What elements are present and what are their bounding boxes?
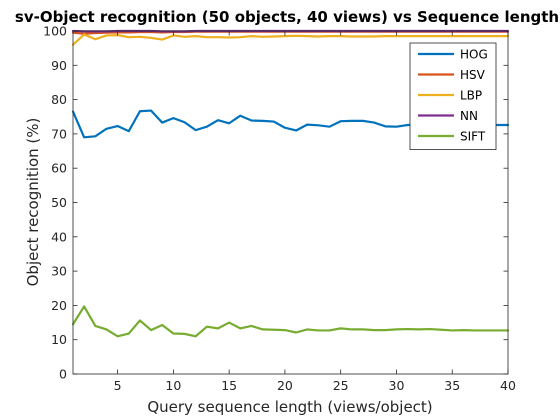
legend-label-sift: SIFT (460, 130, 486, 144)
x-tick-label: 15 (221, 378, 237, 393)
y-tick-label: 100 (43, 24, 67, 39)
legend-label-lbp: LBP (460, 89, 482, 103)
y-tick-label: 80 (51, 92, 67, 107)
y-tick-label: 70 (51, 126, 67, 141)
series-line-lbp (71, 33, 510, 46)
legend: HOG HSV LBP NN SIFT (409, 42, 497, 150)
y-tick-label: 0 (59, 367, 67, 382)
y-tick-label: 90 (51, 58, 67, 73)
y-tick-label: 20 (51, 298, 67, 313)
legend-label-hsv: HSV (460, 68, 486, 82)
x-tick-label: 10 (165, 378, 181, 393)
legend-label-nn: NN (460, 109, 478, 123)
legend-label-hog: HOG (460, 48, 488, 62)
y-tick-label: 40 (51, 229, 67, 244)
x-axis-label: Query sequence length (views/object) (147, 398, 432, 416)
x-tick-label: 5 (114, 378, 122, 393)
y-tick-label: 10 (51, 332, 67, 347)
legend-box (409, 42, 497, 150)
y-tick-label: 50 (51, 195, 67, 210)
x-tick-label: 35 (444, 378, 460, 393)
axes-layer: 5 10 15 20 25 30 35 40 0 10 20 30 40 50 60 70 80 90 100 (43, 24, 516, 394)
y-axis-label: Object recognition (%) (24, 118, 42, 287)
x-tick-label: 20 (277, 378, 293, 393)
x-tick-label: 30 (389, 378, 405, 393)
y-tick-label: 60 (51, 161, 67, 176)
x-tick-label: 40 (500, 378, 516, 393)
x-tick-label: 25 (333, 378, 349, 393)
y-tick-label: 30 (51, 264, 67, 279)
series-line-sift (71, 305, 510, 338)
chart-title: sv-Object recognition (50 objects, 40 vi… (15, 8, 559, 26)
